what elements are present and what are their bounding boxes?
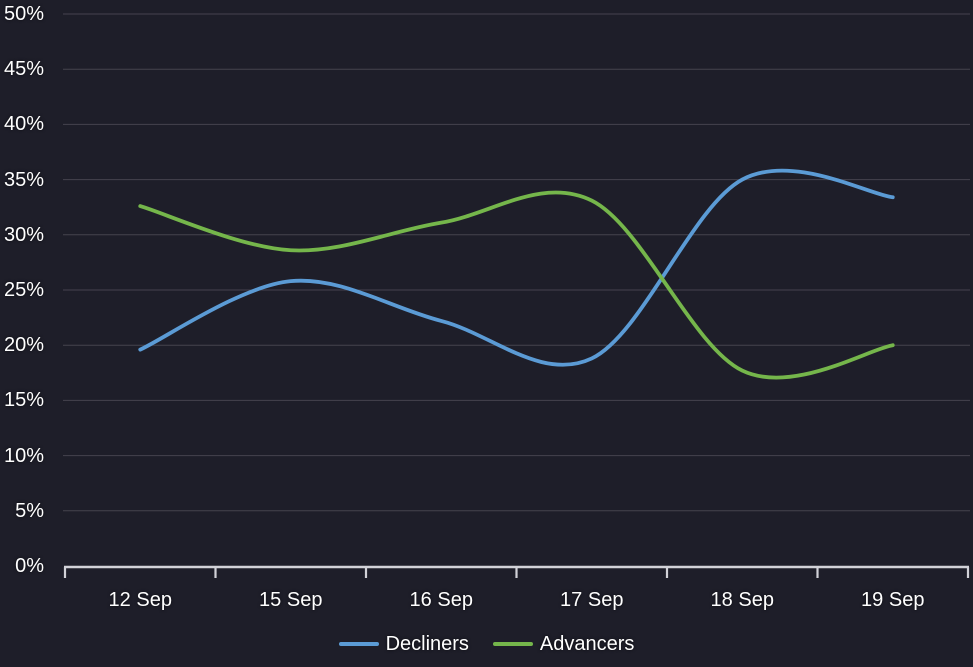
y-tick-label: 25% [3, 279, 44, 301]
y-tick-label: 10% [3, 444, 44, 467]
legend-item-advancers[interactable]: Advancers [492, 632, 635, 656]
advancers-line-swatch [492, 642, 533, 646]
series-line-advancers [138, 190, 895, 380]
legend-label-advancers: Advancers [539, 632, 635, 655]
series-line-decliners [138, 168, 895, 367]
y-tick-label: 40% [3, 113, 44, 136]
x-tick-label: 18 Sep [710, 589, 774, 611]
legend: Decliners Advancers [0, 629, 973, 659]
y-tick-label: 30% [3, 223, 44, 246]
y-tick-label: 15% [3, 389, 44, 412]
x-tick-label: 12 Sep [108, 589, 172, 611]
legend-item-decliners[interactable]: Decliners [338, 632, 469, 656]
x-tick-label: 17 Sep [560, 589, 624, 611]
y-tick-label: 5% [15, 499, 44, 522]
y-tick-label: 50% [3, 3, 44, 25]
x-tick-label: 16 Sep [409, 589, 473, 611]
y-tick-label: 20% [3, 334, 44, 357]
y-tick-label: 0% [15, 555, 44, 577]
x-tick-label: 15 Sep [259, 589, 323, 611]
legend-label-decliners: Decliners [385, 632, 469, 655]
y-tick-label: 45% [3, 58, 44, 81]
decliners-line-swatch [338, 642, 379, 646]
y-tick-label: 35% [3, 168, 44, 191]
x-tick-label: 19 Sep [861, 589, 925, 611]
